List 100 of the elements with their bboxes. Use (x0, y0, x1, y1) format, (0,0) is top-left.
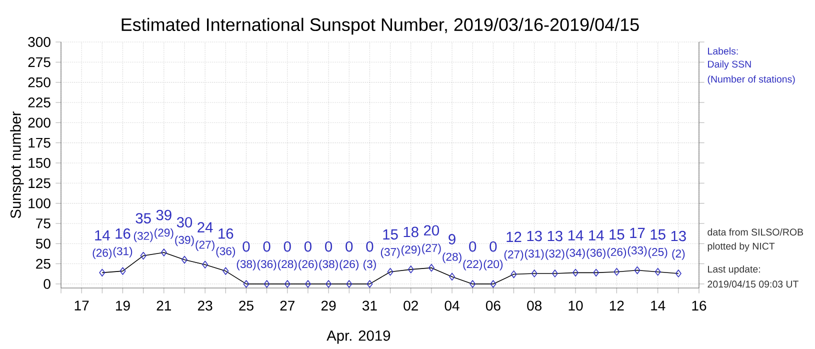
point (510, 270, 517, 278)
x-tick-label: 19 (116, 300, 130, 311)
point (160, 248, 167, 256)
x-tick-label: 08 (527, 300, 542, 311)
y-tick-label: 150 (28, 158, 50, 168)
point (572, 268, 579, 277)
data-label: 0 (325, 241, 332, 252)
data-label: 15 (650, 229, 666, 240)
x-tick-label: 23 (198, 300, 212, 311)
data-label: 14 (589, 230, 604, 240)
x-tick-label: 12 (610, 300, 624, 310)
text: Last update: (708, 265, 760, 275)
data-label: 0 (366, 241, 374, 252)
annotation: (28) (442, 252, 462, 264)
y-tick-label: 0 (44, 279, 50, 289)
data-label: 0 (263, 241, 270, 252)
data-label: 0 (284, 241, 291, 252)
data-label: 18 (404, 226, 418, 238)
annotation: (28) (278, 260, 297, 270)
chart-title: Estimated International Sunspot Number, 2019/03/16-2019/04/15 (122, 18, 639, 35)
data-label: 13 (548, 230, 562, 242)
data-label: 14 (95, 230, 110, 240)
annotation: (25) (648, 248, 668, 258)
text: plotted by NICT (708, 242, 775, 252)
text: 2019/04/15 09:03 UT (708, 280, 798, 288)
data-label: 15 (383, 229, 398, 240)
point (675, 270, 682, 278)
data-label: 0 (490, 241, 497, 252)
annotation: (36) (257, 260, 276, 270)
point (243, 280, 250, 288)
y-tick-label: 200 (28, 118, 50, 128)
annotation: (29) (154, 228, 174, 239)
data-label: 15 (610, 229, 624, 240)
point (449, 272, 456, 281)
y-tick-label: 50 (36, 238, 50, 249)
data-label: 9 (448, 234, 456, 244)
data-label: 30 (176, 217, 192, 228)
point (326, 280, 332, 288)
data-label: 24 (198, 222, 213, 232)
data-label: 20 (424, 225, 440, 236)
annotation: (27) (504, 250, 524, 261)
data-label: 17 (630, 228, 645, 238)
x-tick-label: 25 (239, 300, 254, 311)
y-tick-label: 125 (28, 178, 50, 188)
data-label: 14 (568, 230, 584, 240)
point (408, 266, 414, 274)
point (222, 267, 229, 275)
data-label: 0 (242, 241, 250, 252)
annotation: (33) (628, 246, 647, 257)
annotation: (27) (422, 244, 441, 254)
point (366, 280, 373, 288)
data-label: 39 (156, 210, 172, 220)
x-tick-label: 17 (74, 300, 89, 310)
annotation: (29) (402, 245, 420, 256)
annotation: (20) (484, 260, 503, 270)
point (470, 280, 476, 288)
point (593, 268, 600, 277)
point (531, 270, 538, 278)
data-label: 0 (469, 241, 476, 252)
point (387, 268, 394, 276)
point (634, 266, 640, 274)
annotation: (37) (380, 248, 400, 258)
annotation: (26) (92, 248, 112, 260)
annotation: (31) (113, 246, 132, 258)
annotation: (32) (134, 232, 153, 242)
annotation: (36) (216, 246, 236, 258)
y-tick-label: 300 (28, 37, 50, 47)
annotation: (22) (463, 260, 482, 270)
point (490, 280, 496, 288)
annotation: (26) (607, 248, 626, 258)
data-label: 13 (527, 230, 542, 242)
annotation: (38) (236, 260, 256, 270)
y-tick-label: 75 (36, 218, 50, 228)
point (264, 280, 270, 288)
text: Daily SSN (708, 60, 751, 70)
annotation: (26) (340, 260, 359, 270)
annotation: (31) (524, 249, 544, 260)
y-tick-label: 100 (28, 198, 50, 208)
data-label: 0 (304, 241, 312, 252)
annotation: (2) (672, 249, 685, 260)
point (120, 267, 126, 275)
annotation: (39) (175, 236, 194, 246)
y-axis-title: Sunspot number (10, 111, 24, 218)
point (552, 270, 558, 278)
x-tick-label: 04 (444, 300, 460, 311)
x-tick-label: 21 (156, 300, 171, 310)
annotation: (34) (566, 248, 585, 260)
annotation: (26) (298, 260, 318, 270)
annotation: (3) (364, 260, 376, 270)
annotation: (36) (586, 248, 606, 260)
data-label: 35 (136, 213, 151, 224)
data-label: 12 (506, 232, 522, 242)
annotation: (38) (319, 260, 338, 270)
point (304, 280, 311, 288)
point (346, 280, 352, 288)
y-tick-label: 250 (28, 77, 50, 88)
point (428, 264, 434, 272)
point (202, 260, 208, 268)
x-tick-label: 06 (486, 300, 500, 311)
x-tick-label: 27 (280, 300, 294, 310)
